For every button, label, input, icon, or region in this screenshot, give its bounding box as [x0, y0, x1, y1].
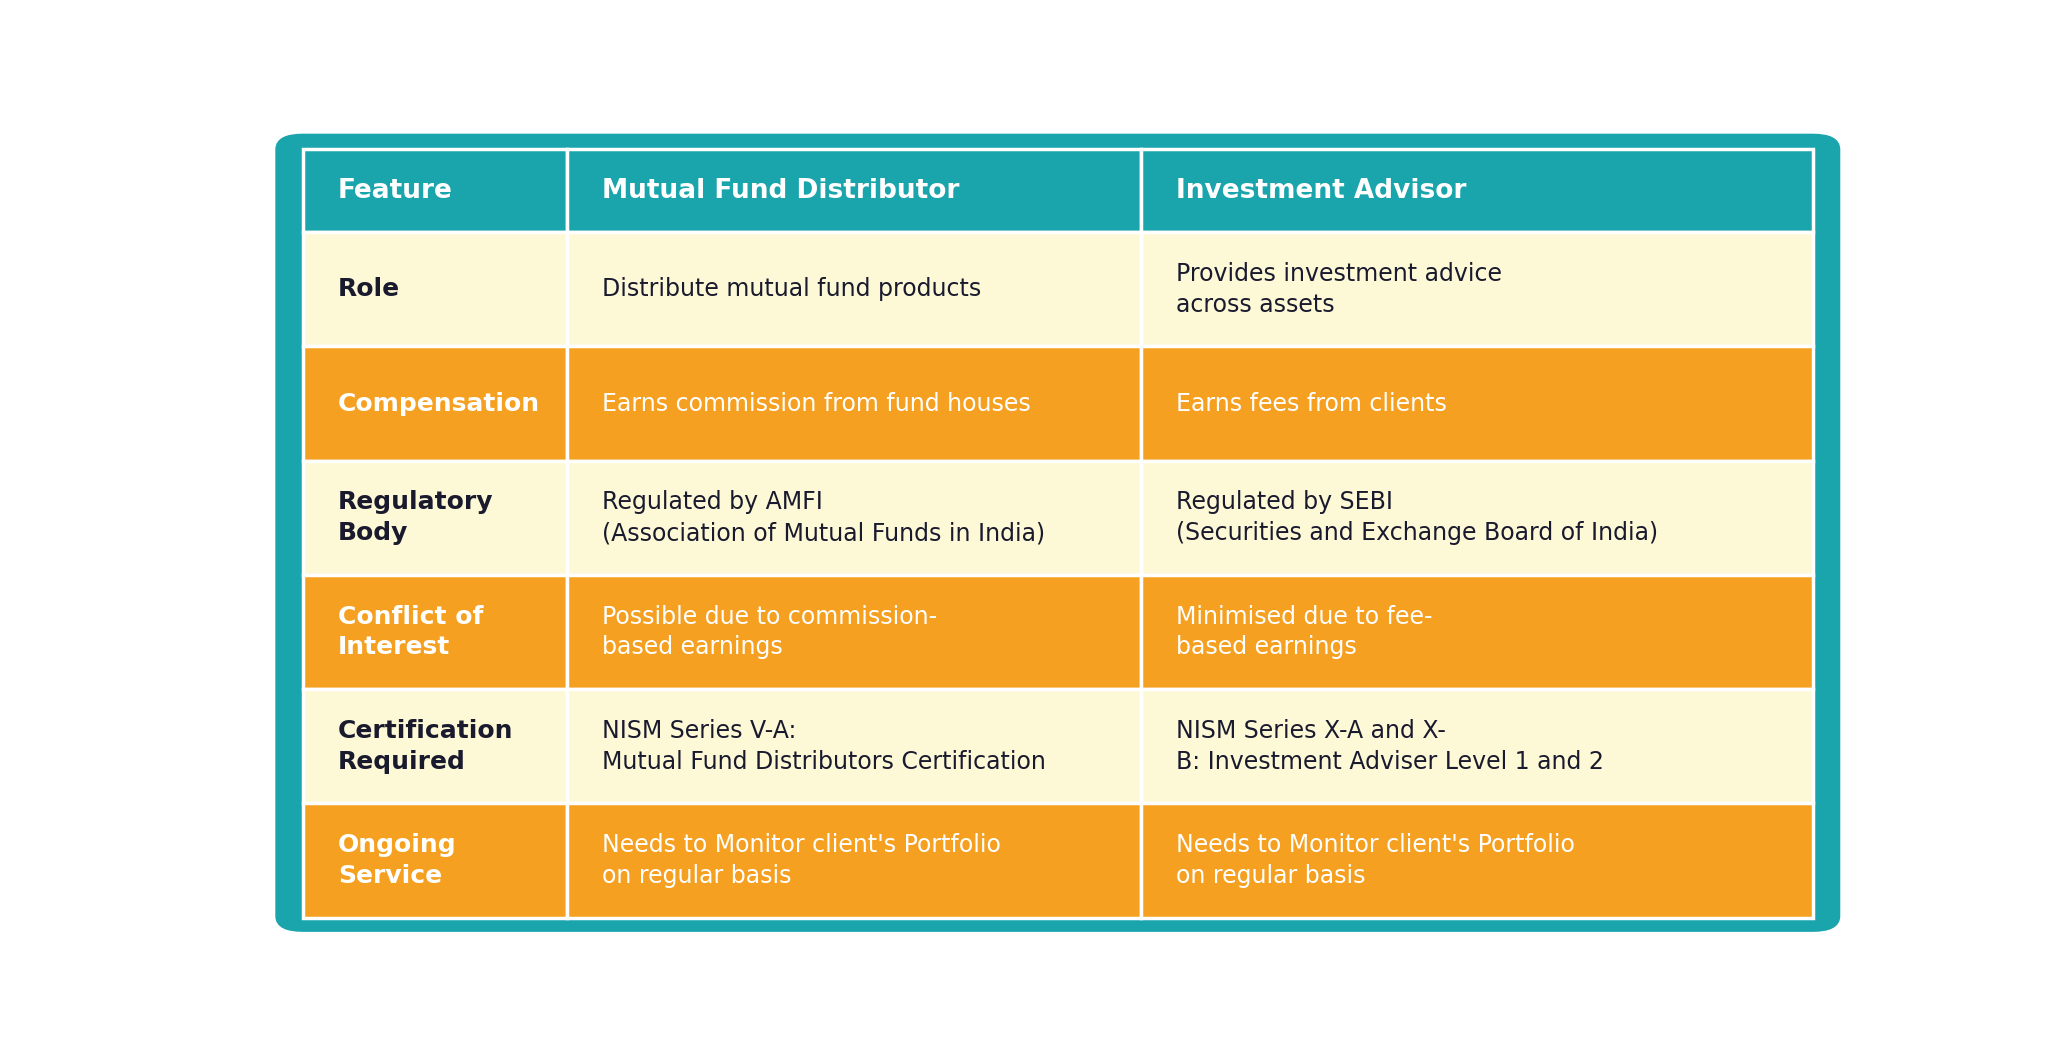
Text: Investment Advisor: Investment Advisor	[1176, 177, 1465, 204]
Text: Mutual Fund Distributor: Mutual Fund Distributor	[603, 177, 960, 204]
Text: Provides investment advice
across assets: Provides investment advice across assets	[1176, 262, 1503, 316]
Text: Distribute mutual fund products: Distribute mutual fund products	[603, 277, 982, 302]
Text: Regulated by SEBI
(Securities and Exchange Board of India): Regulated by SEBI (Securities and Exchan…	[1176, 491, 1657, 545]
Bar	[1141, 150, 1812, 232]
Bar	[568, 346, 1141, 461]
Bar	[568, 689, 1141, 804]
Text: Earns commission from fund houses: Earns commission from fund houses	[603, 391, 1032, 416]
Text: NISM Series V-A:
Mutual Fund Distributors Certification: NISM Series V-A: Mutual Fund Distributor…	[603, 720, 1046, 773]
Bar	[568, 575, 1141, 689]
Bar	[568, 150, 1141, 232]
Text: Certification
Required: Certification Required	[338, 720, 514, 773]
Text: Regulated by AMFI
(Association of Mutual Funds in India): Regulated by AMFI (Association of Mutual…	[603, 491, 1044, 545]
Bar	[1141, 804, 1812, 918]
Text: Feature: Feature	[338, 177, 452, 204]
Bar	[303, 346, 568, 461]
Text: Ongoing
Service: Ongoing Service	[338, 833, 456, 888]
Text: Minimised due to fee-
based earnings: Minimised due to fee- based earnings	[1176, 605, 1432, 659]
Text: Conflict of
Interest: Conflict of Interest	[338, 605, 483, 659]
Bar	[303, 150, 568, 232]
Bar	[1141, 461, 1812, 575]
Bar	[1141, 689, 1812, 804]
Bar	[1141, 575, 1812, 689]
Bar	[1141, 346, 1812, 461]
Bar	[303, 689, 568, 804]
Bar	[303, 804, 568, 918]
Text: Earns fees from clients: Earns fees from clients	[1176, 391, 1447, 416]
Bar	[568, 232, 1141, 346]
Text: Possible due to commission-
based earnings: Possible due to commission- based earnin…	[603, 605, 937, 659]
Text: Role: Role	[338, 277, 400, 302]
Bar	[568, 804, 1141, 918]
Bar	[568, 461, 1141, 575]
Text: Needs to Monitor client's Portfolio
on regular basis: Needs to Monitor client's Portfolio on r…	[603, 833, 1001, 888]
Text: Compensation: Compensation	[338, 391, 541, 416]
FancyBboxPatch shape	[279, 137, 1837, 928]
Bar	[303, 575, 568, 689]
Bar	[303, 461, 568, 575]
Text: Needs to Monitor client's Portfolio
on regular basis: Needs to Monitor client's Portfolio on r…	[1176, 833, 1575, 888]
Text: Regulatory
Body: Regulatory Body	[338, 491, 493, 545]
Bar	[303, 232, 568, 346]
Text: NISM Series X-A and X-
B: Investment Adviser Level 1 and 2: NISM Series X-A and X- B: Investment Adv…	[1176, 720, 1604, 773]
Bar	[1141, 232, 1812, 346]
